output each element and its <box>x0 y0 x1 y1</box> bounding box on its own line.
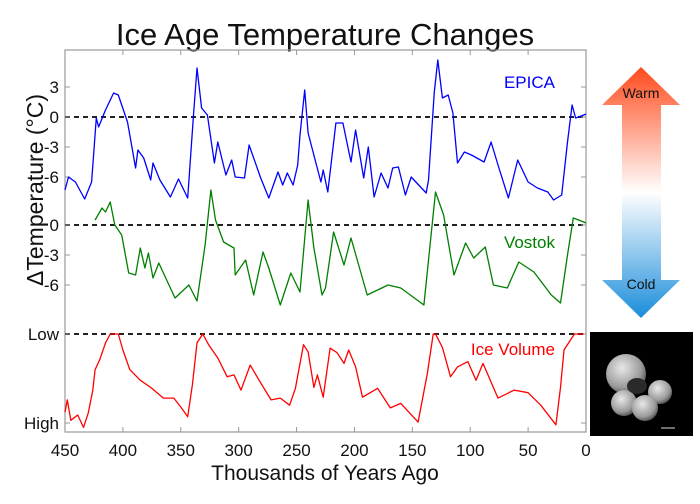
warm-cold-arrow: Warm Cold <box>602 67 680 318</box>
legend-ice-volume: Ice Volume <box>471 340 555 359</box>
legend-vostok: Vostok <box>504 233 556 252</box>
y-axis-label: ΔTemperature (°C) <box>22 94 48 286</box>
x-axis-label: Thousands of Years Ago <box>211 462 439 485</box>
y-tick-label: -6 <box>44 168 59 187</box>
y-tick-label: -3 <box>44 246 59 265</box>
y-tick-label: 0 <box>50 216 59 235</box>
foraminifera-image <box>590 332 693 436</box>
x-tick-label: 150 <box>398 441 426 460</box>
double-arrow-icon <box>602 67 680 318</box>
x-tick-label: 0 <box>581 441 590 460</box>
x-tick-label: 400 <box>109 441 137 460</box>
legend-epica: EPICA <box>504 73 556 92</box>
warm-label: Warm <box>623 85 660 101</box>
y-tick-label: 3 <box>50 78 59 97</box>
series-line-vostok <box>94 189 587 306</box>
y-tick-label: 0 <box>50 108 59 127</box>
cold-label: Cold <box>627 276 656 292</box>
x-tick-label: 50 <box>519 441 538 460</box>
x-tick-label: 200 <box>340 441 368 460</box>
y-tick-label: Low <box>28 325 60 344</box>
y-tick-label: -3 <box>44 138 59 157</box>
plot-frame <box>64 49 587 433</box>
y-tick-label: High <box>24 414 59 433</box>
x-tick-label: 250 <box>282 441 310 460</box>
y-tick-label: -6 <box>44 276 59 295</box>
series-line-ice-volume <box>64 333 584 429</box>
x-tick-label: 450 <box>51 441 79 460</box>
x-tick-label: 350 <box>167 441 195 460</box>
x-tick-label: 300 <box>224 441 252 460</box>
x-tick-label: 100 <box>456 441 484 460</box>
series-line-epica <box>64 59 587 201</box>
chart-title: Ice Age Temperature Changes <box>116 17 534 52</box>
